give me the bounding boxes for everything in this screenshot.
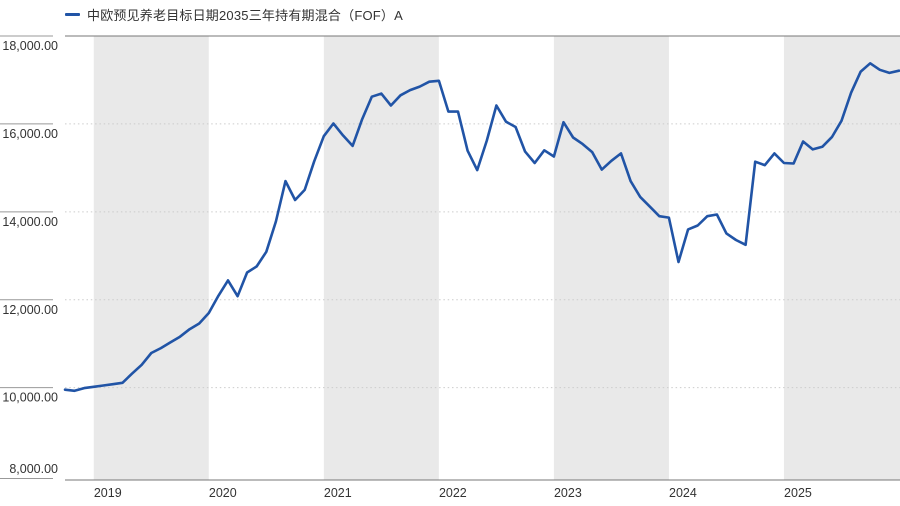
y-tick-label-18000: 18,000.00 <box>2 39 58 53</box>
x-tick-label-2020: 2020 <box>209 486 237 500</box>
year-band-2021 <box>323 36 439 480</box>
x-tick-label-2021: 2021 <box>324 486 352 500</box>
x-tick-label-2023: 2023 <box>554 486 582 500</box>
year-band-2023 <box>553 36 669 480</box>
y-tick-label-12000: 12,000.00 <box>2 303 58 317</box>
year-band-2025 <box>783 36 900 480</box>
chart-legend[interactable]: 中欧预见养老目标日期2035三年持有期混合（FOF）A <box>65 5 403 23</box>
x-tick-label-2025: 2025 <box>784 486 812 500</box>
x-tick-label-2019: 2019 <box>94 486 122 500</box>
fund-nav-line <box>63 61 900 393</box>
y-tick-label-8000: 8,000.00 <box>9 462 58 476</box>
year-band-2019 <box>93 36 209 480</box>
x-tick-label-2022: 2022 <box>439 486 467 500</box>
y-tick-label-14000: 14,000.00 <box>2 215 58 229</box>
legend-line-marker <box>65 12 80 16</box>
x-tick-label-2024: 2024 <box>669 486 697 500</box>
y-tick-label-16000: 16,000.00 <box>2 127 58 141</box>
y-tick-label-10000: 10,000.00 <box>2 391 58 405</box>
legend-series-name: 中欧预见养老目标日期2035三年持有期混合（FOF）A <box>87 7 403 23</box>
